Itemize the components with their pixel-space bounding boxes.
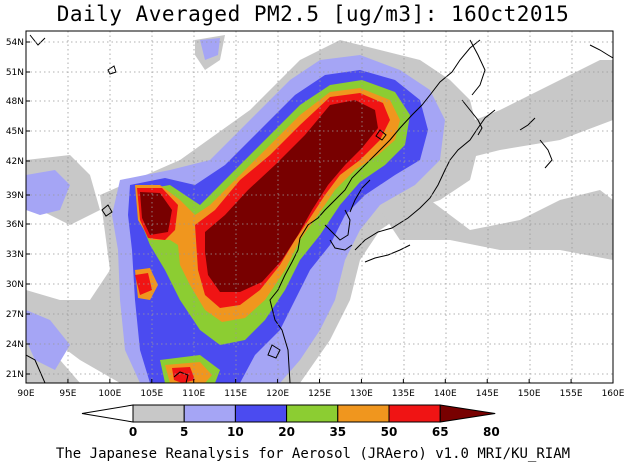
colorbar-segment [388, 404, 441, 423]
colorbar-tick-label: 10 [227, 425, 244, 439]
lat-tick-label: 27N [6, 310, 24, 320]
colorbar-segment [132, 404, 185, 423]
lat-tick-label: 30N [6, 280, 24, 290]
lat-tick-label: 39N [6, 191, 24, 201]
lon-tick-label: 150E [518, 389, 541, 399]
colorbar-tick-label: 35 [329, 425, 346, 439]
lat-tick-label: 21N [6, 370, 24, 380]
lat-tick-label: 48N [6, 97, 24, 107]
coastline [26, 34, 613, 383]
colorbar-tick-label: 20 [278, 425, 295, 439]
colorbar-segment [439, 404, 496, 423]
lat-tick-label: 45N [6, 127, 24, 137]
lat-tick-label: 42N [6, 157, 24, 167]
colorbar-segment [183, 404, 236, 423]
colorbar-tick-label: 0 [129, 425, 137, 439]
lon-tick-label: 155E [560, 389, 583, 399]
colorbar-tick-label: 50 [381, 425, 398, 439]
lon-tick-label: 145E [476, 389, 499, 399]
lat-tick-label: 33N [6, 250, 24, 260]
lon-tick-label: 115E [224, 389, 247, 399]
lat-tick-label: 24N [6, 340, 24, 350]
lon-tick-label: 160E [602, 389, 625, 399]
latitude-axis: 54N 51N 48N 45N 42N 39N 36N 33N 30N 27N 24N 21N [6, 38, 30, 380]
lat-tick-label: 36N [6, 220, 24, 230]
graticule [26, 31, 613, 383]
colorbar-tick-label: 80 [483, 425, 500, 439]
longitude-axis: 90E 95E 100E 105E 110E 115E 120E 125E 130E 135E 14… [17, 379, 625, 399]
footer-credit: The Japanese Reanalysis for Aerosol (JRA… [55, 446, 571, 462]
colorbar-segment [286, 404, 339, 423]
lon-tick-label: 100E [98, 389, 121, 399]
colorbar-segment [337, 404, 390, 423]
lon-tick-label: 90E [17, 389, 34, 399]
lon-tick-label: 110E [182, 389, 205, 399]
colorbar-tick-label: 5 [180, 425, 188, 439]
pm25-contour-field [26, 31, 613, 383]
lat-tick-label: 51N [6, 68, 24, 78]
colorbar: 0 5 10 20 35 50 65 80 [81, 404, 500, 439]
lon-tick-label: 125E [308, 389, 331, 399]
lon-tick-label: 135E [392, 389, 415, 399]
map-title: Daily Averaged PM2.5 [ug/m3]: 16Oct2015 [56, 2, 570, 26]
colorbar-segment [234, 404, 288, 423]
lon-tick-label: 120E [266, 389, 289, 399]
colorbar-segment [81, 404, 134, 423]
colorbar-tick-label: 65 [432, 425, 449, 439]
lon-tick-label: 105E [140, 389, 163, 399]
lat-tick-label: 54N [6, 38, 24, 48]
lon-tick-label: 130E [350, 389, 373, 399]
lon-tick-label: 140E [434, 389, 457, 399]
lon-tick-label: 95E [59, 389, 76, 399]
